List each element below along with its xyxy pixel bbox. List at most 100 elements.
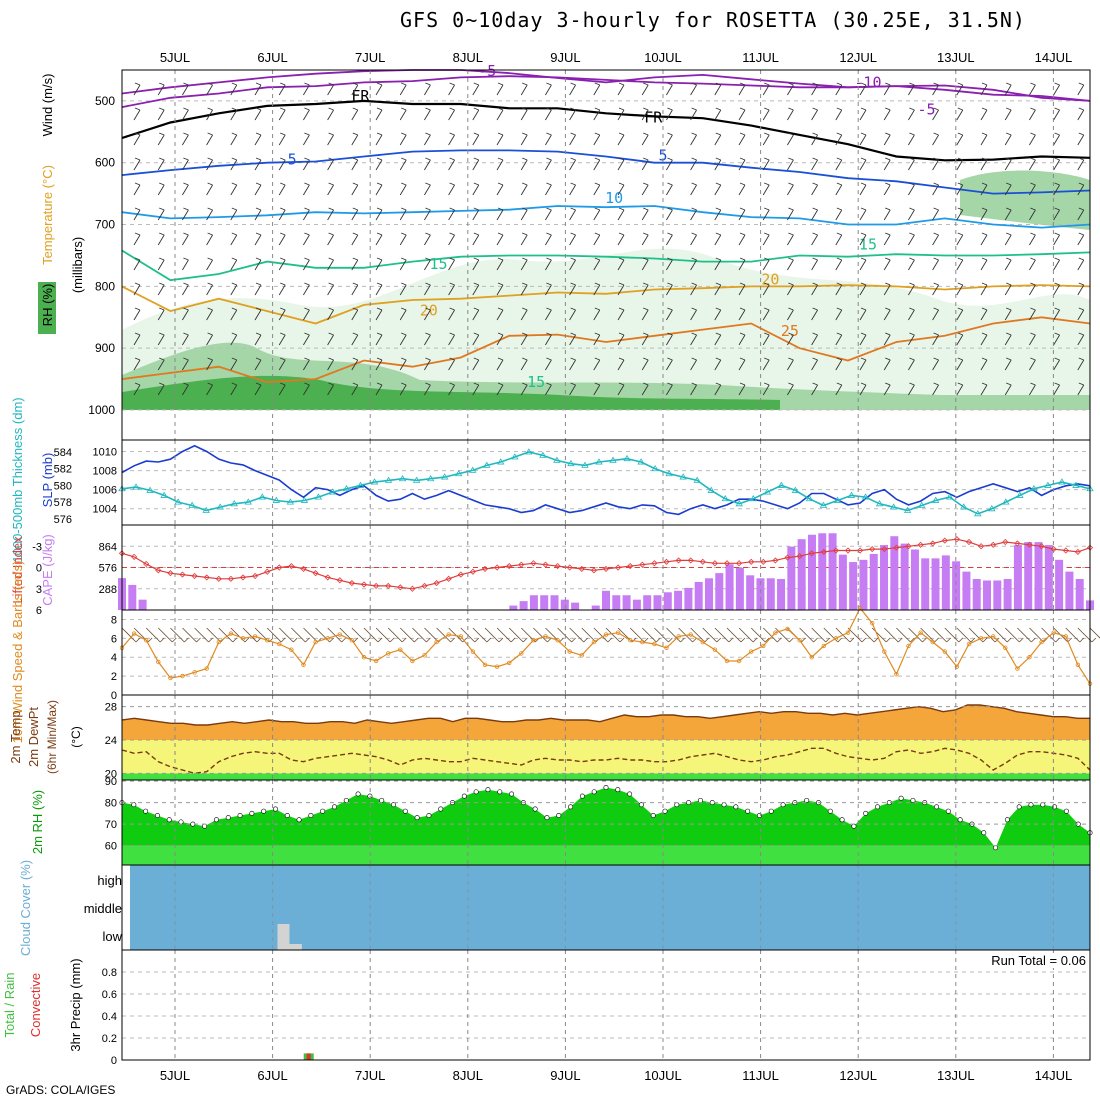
- wind-barb: [1004, 257, 1012, 271]
- wind-speed-marker: [761, 643, 766, 649]
- wind-barb-10m: [593, 627, 613, 643]
- wind-barb: [133, 232, 141, 246]
- wind-barb: [666, 382, 673, 396]
- wind-barb: [1029, 132, 1036, 146]
- precip-tick-label: 0.8: [102, 967, 117, 979]
- wind-speed-marker: [1039, 639, 1044, 645]
- temperature-contour: [121, 69, 1091, 102]
- wind-barb: [520, 382, 528, 396]
- rh-marker: [556, 813, 562, 819]
- wind-barb: [206, 132, 213, 146]
- wind-barb: [254, 182, 262, 196]
- rh-tick-label: 70: [105, 819, 117, 831]
- wind-barb: [980, 107, 988, 121]
- wind-barb: [787, 382, 794, 396]
- wind-barb-10m: [303, 627, 322, 643]
- wind-barb-10m: [763, 627, 782, 643]
- wind-barb: [424, 232, 431, 246]
- wind-barb: [738, 182, 746, 196]
- wind-barb: [424, 132, 431, 146]
- panel-frame-slp: [121, 439, 1091, 526]
- rh-tick-label: 60: [105, 841, 117, 853]
- li-marker: [1086, 544, 1094, 551]
- wind-barb: [375, 182, 383, 196]
- cape-bar: [735, 567, 744, 610]
- wind-barb: [303, 257, 310, 271]
- wind-barb: [714, 282, 722, 296]
- wind-barb: [787, 307, 794, 321]
- wind-barb: [254, 332, 262, 346]
- wind-barb: [617, 82, 625, 96]
- wind-barb: [714, 157, 722, 171]
- rh-marker: [674, 802, 680, 808]
- wind-speed-marker: [809, 655, 814, 660]
- wind-barb-10m: [472, 627, 492, 643]
- wind-barb-10m: [521, 627, 540, 643]
- wind-barb: [617, 257, 625, 271]
- cape-bar: [128, 584, 137, 610]
- wind-barb: [787, 282, 794, 296]
- wind-barb: [303, 382, 310, 396]
- wind-barb: [448, 107, 455, 121]
- cape-bar: [952, 561, 961, 610]
- wind-speed-marker: [470, 649, 476, 654]
- wind-barb: [133, 307, 141, 321]
- wind-barb: [133, 207, 141, 221]
- wind-barb-10m: [182, 627, 201, 643]
- wind-barb: [1053, 332, 1060, 346]
- cape-bar: [704, 578, 713, 610]
- wind-barb: [811, 307, 818, 321]
- wind-barb: [448, 232, 455, 246]
- wind-barb: [617, 207, 625, 221]
- wind-barb: [666, 157, 673, 171]
- cape-bar: [972, 579, 981, 610]
- day-label-bottom: 13JUL: [937, 1068, 975, 1083]
- wind-barb: [399, 257, 407, 271]
- rh-marker: [320, 808, 326, 814]
- cape-bar: [632, 599, 641, 610]
- wind-barb: [375, 257, 383, 271]
- wind-barb-10m: [363, 627, 383, 643]
- wind-barb: [303, 357, 310, 371]
- wind-barb: [1053, 107, 1060, 121]
- wind-barb: [641, 357, 649, 371]
- wind-barb: [811, 207, 818, 221]
- wind-barb: [787, 232, 794, 246]
- wind-speed-marker: [289, 647, 294, 652]
- wind-barb: [230, 232, 238, 246]
- wind-barb: [278, 332, 286, 346]
- rh-dark-shading: [122, 375, 780, 410]
- wind-barb: [593, 332, 601, 346]
- wind-barb: [859, 332, 867, 346]
- rh-marker: [485, 787, 491, 793]
- day-label-bottom: 10JUL: [644, 1068, 682, 1083]
- wind-barb: [980, 357, 988, 371]
- wind-barb-10m: [908, 627, 927, 643]
- wind-barb: [375, 132, 383, 146]
- wind-barb: [399, 307, 407, 321]
- wind-barb: [182, 157, 189, 171]
- wind-barb-10m: [871, 627, 891, 643]
- rh-marker: [591, 789, 597, 795]
- wind-barb: [448, 132, 455, 146]
- wind-barb: [424, 382, 431, 396]
- wind-barb: [883, 232, 891, 246]
- wind-barb: [932, 207, 939, 221]
- wind-barb: [520, 182, 528, 196]
- cape-bar: [807, 534, 816, 610]
- cape-bar: [138, 599, 147, 610]
- wind-barb: [133, 132, 141, 146]
- wind-barb: [375, 157, 383, 171]
- wind-barb: [690, 307, 697, 321]
- wind-barb: [762, 357, 770, 371]
- wind-barb: [666, 332, 673, 346]
- wind-barb-10m: [714, 627, 734, 643]
- wind-barb: [545, 207, 552, 221]
- wind-barb: [303, 332, 310, 346]
- wind-barb: [496, 107, 504, 121]
- rh-marker: [402, 808, 408, 814]
- wind-barb: [593, 232, 601, 246]
- cape-bar: [1024, 542, 1033, 610]
- wind-speed-marker: [349, 638, 355, 643]
- wind-barb: [811, 82, 818, 96]
